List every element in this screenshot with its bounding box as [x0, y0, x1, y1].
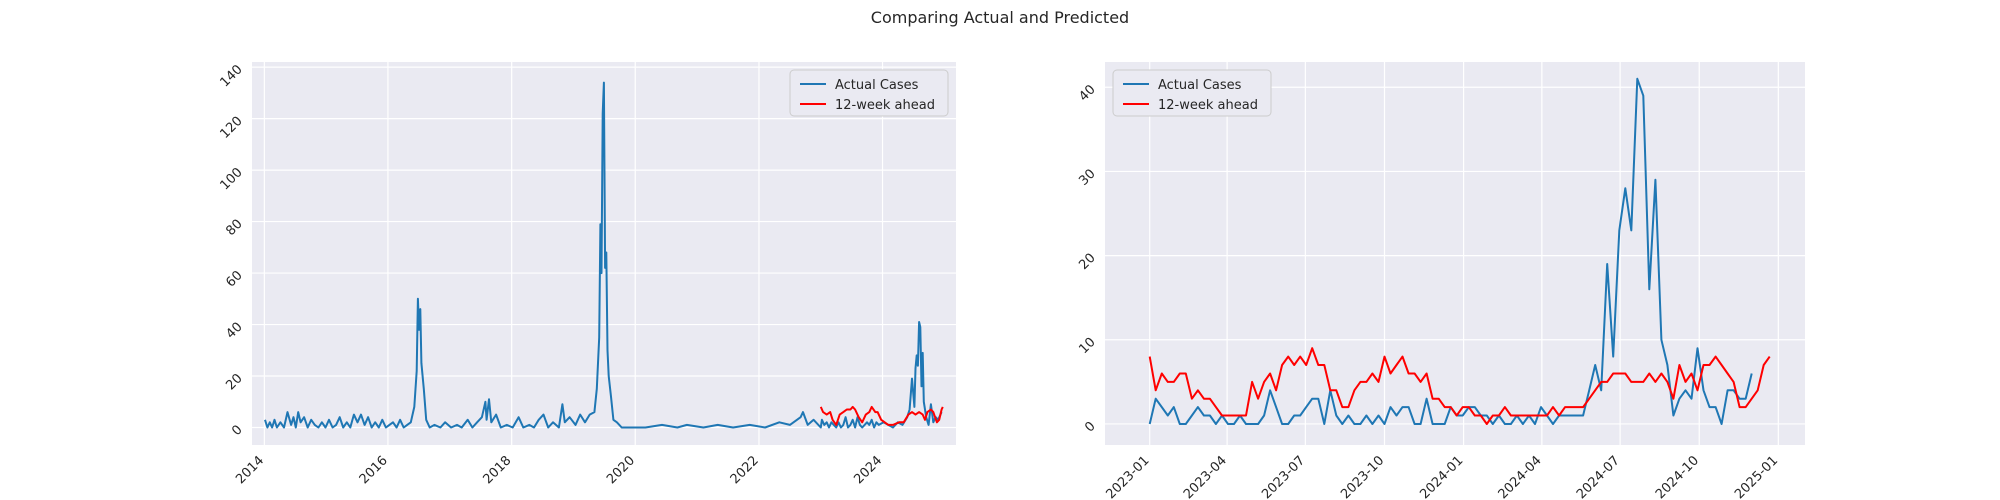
right-y-tick-label: 40 [1076, 82, 1098, 104]
right-x-tick-label: 2023-01 [1104, 453, 1153, 500]
left-series-actual-cases-line [264, 81, 943, 429]
right-x-tick-label: 2025-01 [1732, 453, 1781, 500]
chart-right: 2023-01 2023-04 2023-07 2023-10 2024-01 2024-… [1076, 62, 1805, 500]
left-y-tick-label: 80 [223, 217, 245, 239]
left-x-tick-label: 2022 [728, 453, 762, 487]
right-x-tick-label: 2024-07 [1574, 453, 1623, 500]
left-x-tick-label: 2014 [233, 453, 267, 487]
left-y-tick-label: 20 [223, 371, 245, 393]
right-y-tick-label: 20 [1076, 251, 1098, 273]
figure-title: Comparing Actual and Predicted [870, 8, 1130, 27]
left-x-tick-label: 2016 [357, 453, 391, 487]
left-x-tick-label: 2020 [604, 453, 638, 487]
right-y-tick-label: 30 [1076, 166, 1098, 188]
right-series-12-week-ahead-line [1148, 347, 1771, 425]
left-y-tick-label: 120 [217, 114, 245, 142]
right-x-tick-label: 2023-07 [1259, 453, 1308, 500]
right-y-tick-label: 0 [1082, 419, 1098, 435]
right-x-tick-label: 2024-01 [1417, 453, 1466, 500]
left-y-tick-label: 140 [217, 62, 245, 90]
left-x-tick-label: 2018 [480, 453, 514, 487]
left-legend: Actual Cases 12-week ahead [789, 69, 949, 117]
left-y-tick-label: 40 [223, 320, 245, 342]
left-y-tick-label: 0 [229, 423, 245, 439]
right-y-tick-label: 10 [1076, 335, 1098, 357]
right-legend-label: Actual Cases [1158, 78, 1242, 93]
left-x-tick-label: 2024 [851, 453, 885, 487]
right-legend-label: 12-week ahead [1158, 98, 1258, 113]
right-x-tick-label: 2024-04 [1496, 453, 1545, 500]
left-series-12-week-ahead-line [819, 405, 944, 426]
right-x-tick-label: 2024-10 [1653, 453, 1702, 500]
right-x-tick-label: 2023-04 [1181, 453, 1230, 500]
right-legend: Actual Cases 12-week ahead [1112, 69, 1272, 117]
left-legend-label: 12-week ahead [835, 98, 935, 113]
right-plot-area [1105, 62, 1805, 445]
left-y-tick-label: 100 [217, 165, 245, 193]
left-y-tick-label: 60 [223, 268, 245, 290]
right-x-tick-label: 2023-10 [1338, 453, 1387, 500]
left-legend-label: Actual Cases [835, 78, 919, 93]
chart-left: 2014 2016 2018 2020 2022 2024 0 20 40 60 80 100 120 1… [217, 62, 956, 487]
